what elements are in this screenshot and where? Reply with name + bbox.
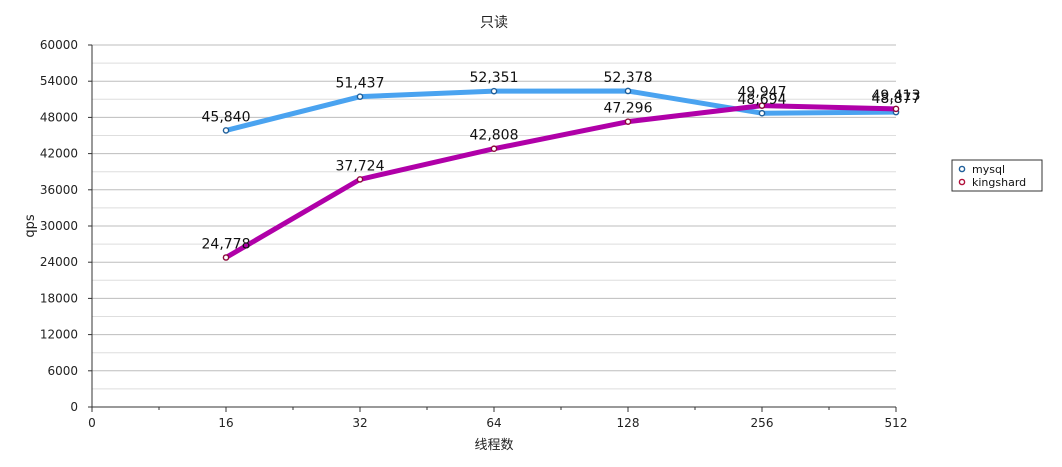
legend-entry-kingshard: kingshard	[972, 176, 1026, 189]
data-point	[356, 176, 364, 183]
data-point	[758, 102, 766, 109]
series-line-mysql	[223, 88, 899, 133]
data-point	[490, 87, 498, 95]
data-label: 47,296	[604, 101, 653, 117]
y-tick-label: 60000	[40, 38, 78, 52]
x-tick-labels: 0 16 32 64 128 256 512	[88, 416, 907, 430]
y-tick-label: 54000	[40, 74, 78, 88]
data-label: 49,413	[872, 88, 921, 104]
y-tick-label: 12000	[40, 328, 78, 342]
y-tick-labels: 0 6000 12000 18000 24000 30000 36000 42000 48000…	[40, 38, 78, 414]
data-label: 52,378	[604, 70, 653, 86]
x-tick-label: 256	[751, 416, 774, 430]
y-tick-label: 6000	[47, 364, 78, 378]
y-axis-label: qps	[23, 214, 38, 238]
data-label: 37,724	[336, 158, 385, 174]
legend-entry-mysql: mysql	[972, 163, 1005, 176]
data-label: 48,694	[738, 92, 787, 108]
data-label: 42,808	[470, 128, 519, 144]
data-label: 49,947	[738, 85, 787, 101]
data-label: 51,437	[336, 76, 385, 92]
x-tick-label: 128	[617, 416, 640, 430]
x-tick-label: 0	[88, 416, 96, 430]
data-label: 45,840	[202, 109, 251, 125]
y-tick-label: 18000	[40, 291, 78, 305]
legend-marker-kingshard	[958, 178, 966, 186]
x-tick-label: 16	[218, 416, 233, 430]
data-label: 52,351	[470, 70, 519, 86]
y-tick-label: 36000	[40, 183, 78, 197]
x-axis-label: 线程数	[474, 438, 513, 453]
legend-marker-mysql	[958, 165, 966, 173]
y-tick-label: 30000	[40, 219, 78, 233]
data-point	[490, 145, 498, 153]
data-point	[356, 93, 364, 100]
y-tick-label: 0	[70, 400, 78, 414]
data-point	[758, 109, 766, 117]
x-tick-label: 64	[486, 416, 501, 430]
data-labels: 45,840 51,437 52,351 52,378 48,694 48,877 24,7…	[202, 70, 921, 253]
gridlines	[92, 44, 896, 408]
data-label: 24,778	[202, 237, 251, 253]
data-label: 48,877	[872, 91, 921, 107]
y-tick-label: 42000	[40, 147, 78, 161]
series-line-kingshard	[223, 103, 899, 261]
chart-title: 只读	[480, 14, 508, 31]
x-tick-label: 32	[352, 416, 367, 430]
axes	[88, 44, 897, 412]
x-tick-label: 512	[885, 416, 908, 430]
data-point	[892, 105, 900, 113]
series-lines	[222, 87, 900, 261]
data-point	[624, 118, 632, 125]
legend-box	[951, 159, 1043, 192]
data-point	[222, 254, 230, 261]
y-tick-label: 24000	[40, 255, 78, 269]
data-point	[624, 87, 632, 95]
y-tick-label: 48000	[40, 110, 78, 124]
data-point	[222, 127, 230, 134]
